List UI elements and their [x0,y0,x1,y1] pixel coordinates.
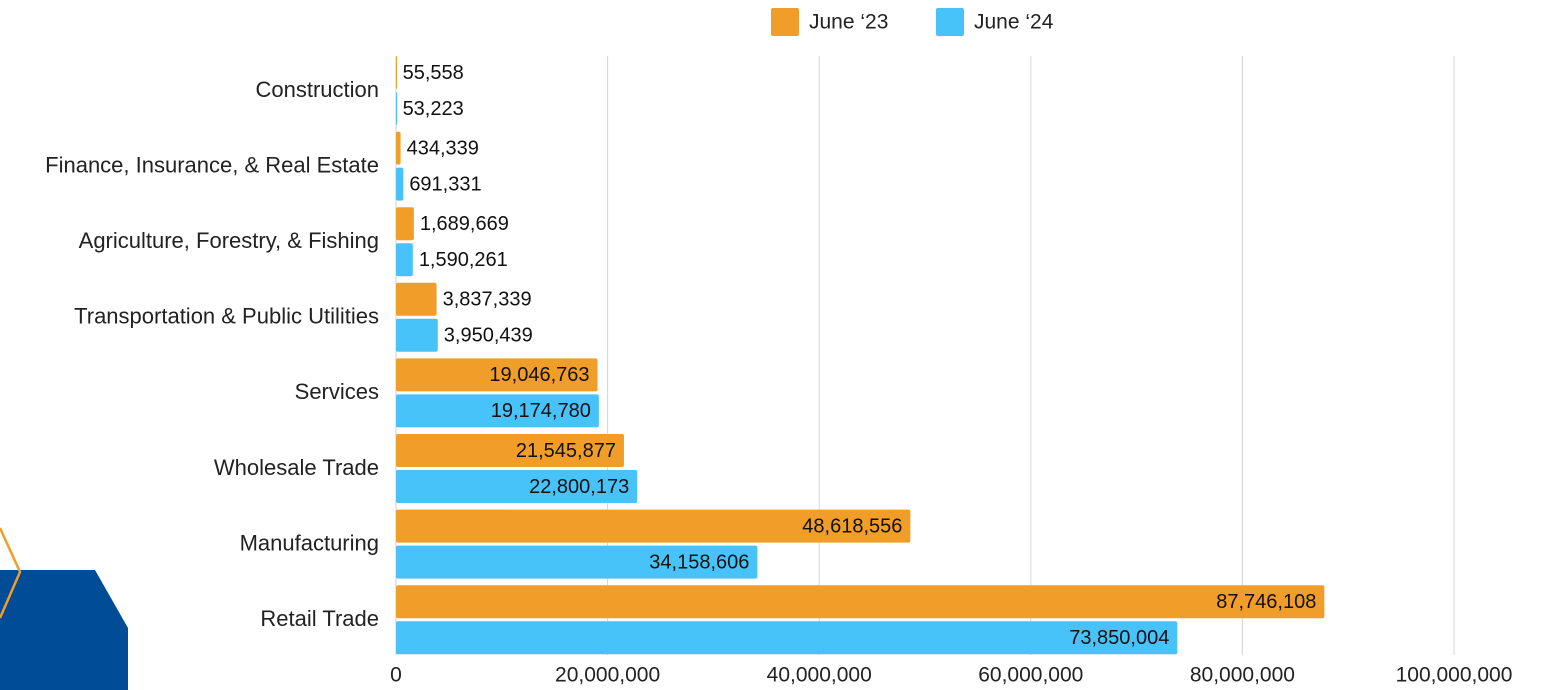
bar [396,56,397,89]
legend: June ‘23 June ‘24 [771,8,1054,36]
data-label: 48,618,556 [802,515,902,537]
category-labels: Construction Finance, Insurance, & Real E… [45,77,379,631]
category-label: Finance, Insurance, & Real Estate [45,152,379,177]
bar [396,167,404,201]
decorative-hexagon-shape [0,527,128,690]
data-label: 1,689,669 [420,213,509,235]
data-label: 21,545,877 [516,440,616,462]
bar [396,243,413,277]
legend-swatch [936,8,964,36]
data-label: 1,590,261 [419,249,508,271]
category-label: Manufacturing [240,530,379,555]
bar [396,394,599,428]
bar [396,509,911,543]
x-axis-tick-labels: 0 20,000,000 40,000,000 60,000,000 80,000,00… [390,664,1512,687]
data-label: 19,174,780 [491,400,591,422]
bar [396,131,401,165]
data-label: 3,950,439 [444,325,533,347]
data-label: 22,800,173 [529,476,629,498]
bar [396,282,437,316]
bar [396,207,414,241]
bar [396,358,598,392]
bar [396,434,624,467]
x-tick-label: 100,000,000 [1396,664,1513,687]
x-tick-label: 0 [390,664,402,687]
bar [396,621,1178,655]
bar [396,585,1325,619]
bar [396,318,438,352]
data-label: 691,331 [409,173,481,195]
data-label: 434,339 [407,137,479,159]
data-label: 87,746,108 [1216,591,1316,613]
data-label: 19,046,763 [489,364,589,386]
x-tick-label: 60,000,000 [978,664,1083,687]
legend-label: June ‘24 [974,11,1054,34]
data-label: 3,837,339 [443,289,532,311]
x-tick-label: 40,000,000 [767,664,872,687]
decorative-blue-hexagon [0,570,128,690]
bars [396,56,1325,655]
legend-swatch [771,8,799,36]
x-tick-label: 20,000,000 [555,664,660,687]
data-label: 34,158,606 [649,551,749,573]
data-label: 53,223 [403,98,464,120]
data-label: 55,558 [403,62,464,84]
legend-label: June ‘23 [809,11,888,34]
category-label: Wholesale Trade [214,455,379,480]
category-label: Agriculture, Forestry, & Fishing [79,228,379,253]
category-label: Services [295,379,379,404]
decorative-orange-outline [0,527,22,619]
category-label: Construction [255,77,379,102]
x-tick-label: 80,000,000 [1190,664,1295,687]
category-label: Retail Trade [260,606,379,631]
data-label: 73,850,004 [1069,627,1169,649]
bar [396,92,397,125]
category-label: Transportation & Public Utilities [74,304,379,329]
value-labels: 55,558 53,223 434,339 691,331 1,689,669 1,590… [403,62,1317,649]
bar [396,470,638,503]
bar [396,545,758,579]
